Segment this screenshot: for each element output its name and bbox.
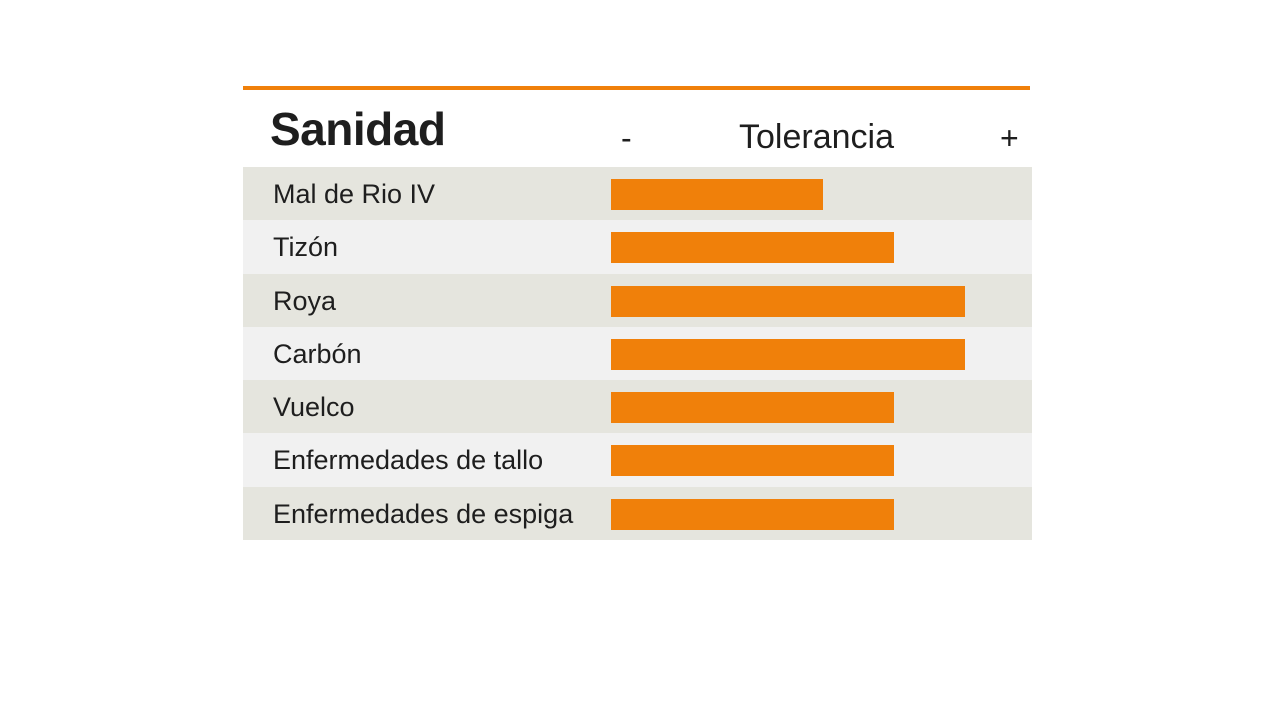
category-label: Enfermedades de espiga	[273, 498, 574, 529]
category-label: Tizón	[273, 232, 339, 263]
table-row: Mal de Rio IV	[243, 167, 1032, 221]
category-label: Enfermedades de tallo	[273, 445, 544, 476]
scale-min-label: -	[621, 120, 632, 156]
table-row: Vuelco	[243, 380, 1032, 434]
tolerance-bar	[611, 232, 894, 264]
sanidad-chart: Sanidad - Tolerancia + Mal de Rio IV Tizó…	[243, 86, 1032, 542]
table-row: Enfermedades de tallo	[243, 433, 1032, 487]
tolerance-bar	[611, 445, 894, 477]
category-label: Roya	[273, 285, 337, 316]
table-row: Carbón	[243, 326, 1032, 381]
bar-rows: Mal de Rio IV Tizón Roya Carbón Vuelco Enferm…	[243, 167, 1032, 541]
tolerance-bar	[611, 179, 823, 210]
tolerance-bar	[611, 285, 965, 317]
table-row: Roya	[243, 273, 1032, 327]
scale-max-label: +	[1000, 120, 1019, 156]
scale-axis-label: Tolerancia	[739, 118, 894, 156]
table-row: Tizón	[243, 220, 1032, 274]
category-label: Vuelco	[273, 392, 355, 423]
chart-title: Sanidad	[270, 103, 446, 155]
tolerance-bar	[611, 392, 894, 424]
table-row: Enfermedades de espiga	[243, 486, 1032, 541]
tolerance-bar	[611, 338, 965, 370]
category-label: Carbón	[273, 338, 362, 369]
top-rule	[243, 86, 1030, 90]
tolerance-bar	[611, 498, 894, 530]
category-label: Mal de Rio IV	[273, 179, 436, 209]
